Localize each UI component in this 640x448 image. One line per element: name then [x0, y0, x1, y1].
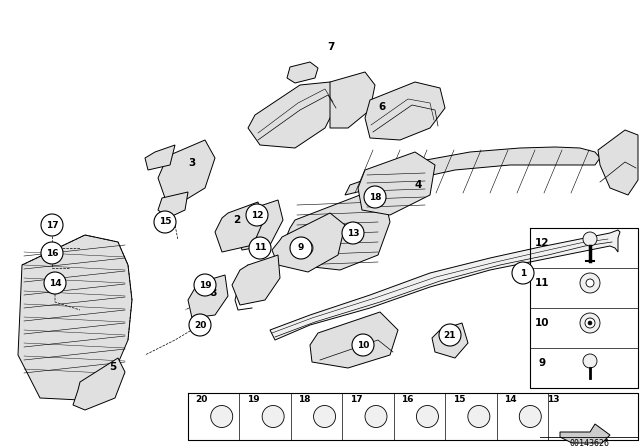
Text: 20: 20 — [196, 396, 208, 405]
Text: 12: 12 — [251, 211, 263, 220]
Circle shape — [417, 405, 438, 427]
Circle shape — [246, 204, 268, 226]
Circle shape — [365, 405, 387, 427]
Polygon shape — [365, 82, 445, 140]
Polygon shape — [248, 82, 340, 148]
Text: 20: 20 — [194, 320, 206, 329]
Circle shape — [290, 237, 312, 259]
Polygon shape — [188, 275, 228, 318]
Text: 10: 10 — [357, 340, 369, 349]
Polygon shape — [158, 140, 215, 202]
Text: 9: 9 — [298, 244, 304, 253]
Circle shape — [519, 405, 541, 427]
Text: 19: 19 — [198, 280, 211, 289]
Polygon shape — [283, 195, 390, 270]
Polygon shape — [73, 358, 125, 410]
Circle shape — [583, 232, 597, 246]
Circle shape — [586, 279, 594, 287]
Text: 16: 16 — [45, 249, 58, 258]
Circle shape — [588, 321, 592, 325]
Text: 15: 15 — [159, 217, 172, 227]
Text: 10: 10 — [535, 318, 549, 328]
Text: 9: 9 — [538, 358, 545, 368]
Circle shape — [211, 405, 233, 427]
Circle shape — [301, 244, 309, 252]
Text: 2: 2 — [234, 215, 241, 225]
Text: 00143626: 00143626 — [569, 439, 609, 448]
Polygon shape — [18, 235, 132, 400]
Text: 15: 15 — [452, 396, 465, 405]
Polygon shape — [158, 192, 188, 218]
Circle shape — [314, 405, 335, 427]
Circle shape — [364, 186, 386, 208]
Circle shape — [342, 222, 364, 244]
Text: 7: 7 — [327, 42, 335, 52]
Polygon shape — [598, 130, 638, 195]
Polygon shape — [272, 213, 345, 272]
Circle shape — [352, 334, 374, 356]
Polygon shape — [145, 145, 175, 170]
Text: 21: 21 — [444, 331, 456, 340]
Circle shape — [154, 211, 176, 233]
Text: 6: 6 — [378, 102, 386, 112]
Text: 13: 13 — [347, 228, 359, 237]
Circle shape — [262, 405, 284, 427]
Text: 14: 14 — [504, 396, 516, 405]
Polygon shape — [287, 62, 318, 83]
Polygon shape — [345, 147, 600, 195]
Circle shape — [512, 262, 534, 284]
Polygon shape — [236, 200, 283, 250]
Text: 11: 11 — [253, 244, 266, 253]
Circle shape — [468, 405, 490, 427]
Circle shape — [583, 354, 597, 368]
Polygon shape — [270, 230, 620, 340]
Circle shape — [189, 314, 211, 336]
Circle shape — [249, 237, 271, 259]
Text: 8: 8 — [209, 288, 216, 298]
Circle shape — [585, 318, 595, 328]
Text: 18: 18 — [298, 396, 311, 405]
Circle shape — [297, 240, 313, 256]
Text: 4: 4 — [414, 180, 422, 190]
Text: 5: 5 — [109, 362, 116, 372]
Text: 16: 16 — [401, 396, 413, 405]
Circle shape — [580, 313, 600, 333]
Polygon shape — [330, 72, 375, 128]
Circle shape — [439, 324, 461, 346]
Circle shape — [44, 272, 66, 294]
Polygon shape — [232, 255, 280, 305]
Polygon shape — [310, 312, 398, 368]
Text: 13: 13 — [547, 396, 559, 405]
Polygon shape — [432, 323, 468, 358]
Text: 17: 17 — [45, 220, 58, 229]
Text: 17: 17 — [349, 396, 362, 405]
Polygon shape — [215, 202, 263, 252]
Text: 19: 19 — [247, 396, 259, 405]
Text: 14: 14 — [49, 279, 61, 288]
Text: 18: 18 — [369, 193, 381, 202]
Text: 11: 11 — [535, 278, 549, 288]
Circle shape — [41, 214, 63, 236]
Polygon shape — [358, 152, 435, 215]
Circle shape — [580, 273, 600, 293]
Circle shape — [41, 242, 63, 264]
Text: 1: 1 — [520, 268, 526, 277]
Circle shape — [194, 274, 216, 296]
Text: 3: 3 — [188, 158, 196, 168]
Polygon shape — [560, 424, 610, 443]
Text: 12: 12 — [535, 238, 549, 248]
